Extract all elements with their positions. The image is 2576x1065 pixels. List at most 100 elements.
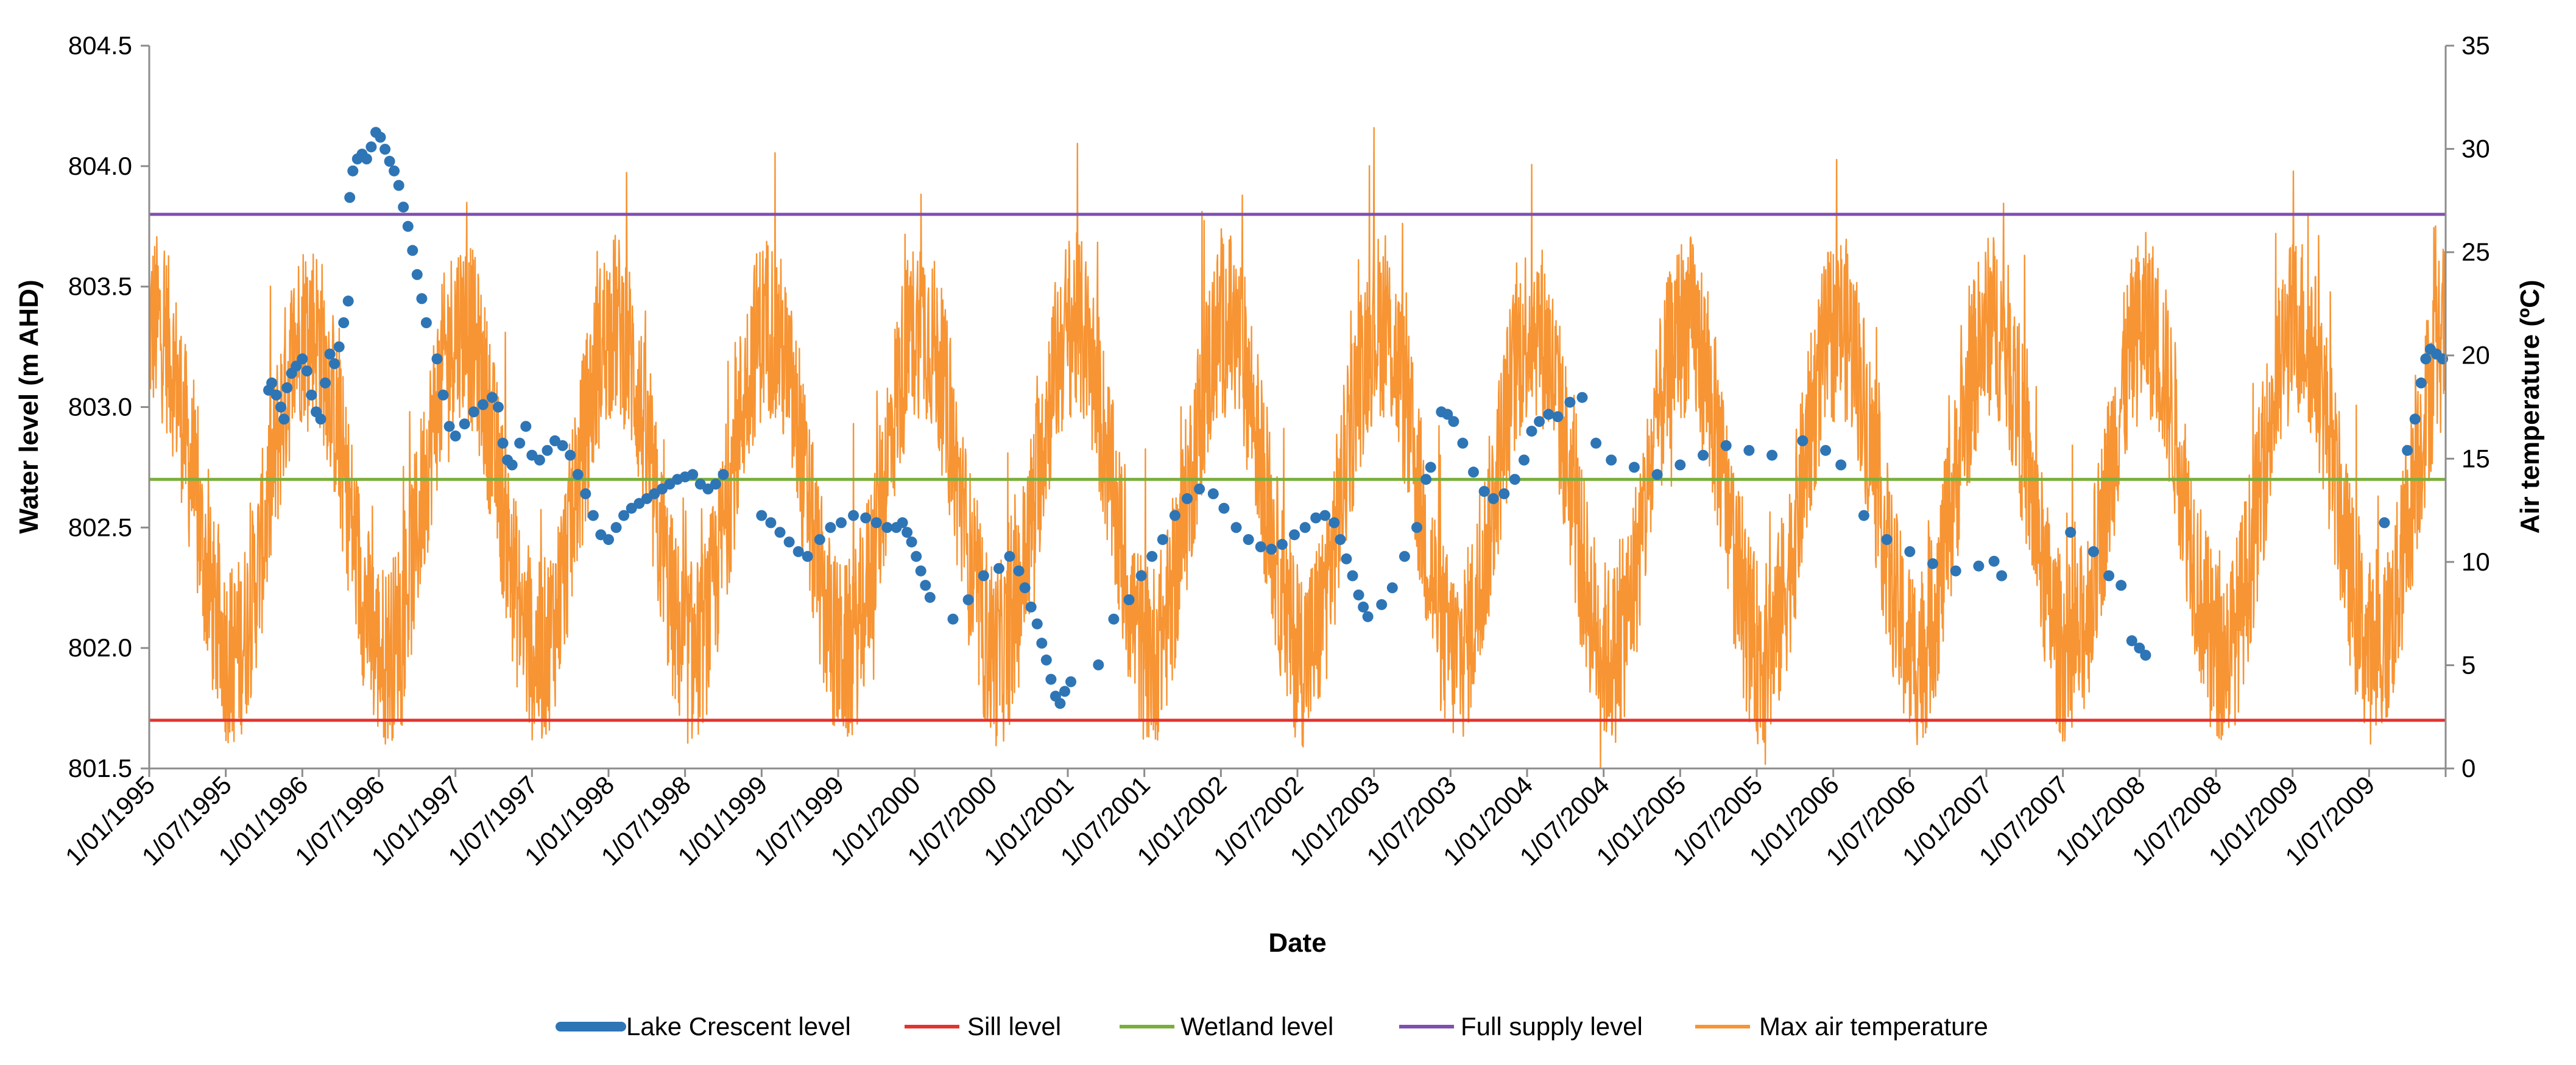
lake-level-point <box>814 534 825 546</box>
lake-level-point <box>493 401 504 413</box>
lake-level-point <box>610 522 622 533</box>
lake-level-point <box>2415 377 2427 388</box>
y-right-tick-label: 30 <box>2461 135 2490 163</box>
lake-level-point <box>1576 392 1588 403</box>
lake-level-point <box>710 479 721 490</box>
lake-level-point <box>1797 435 1808 446</box>
legend-item-full-supply-level: Full supply level <box>1399 1012 1643 1041</box>
lake-level-point <box>2134 642 2145 654</box>
y-right-tick-label: 15 <box>2461 444 2490 473</box>
lake-level-point <box>1341 553 1352 564</box>
lake-level-point <box>278 413 290 425</box>
lake-level-point <box>906 536 917 548</box>
lake-level-point <box>1335 534 1346 546</box>
lake-level-point <box>1276 539 1288 550</box>
lake-level-point <box>1674 459 1686 471</box>
legend-label-lake-crescent-level: Lake Crescent level <box>626 1012 851 1041</box>
lake-level-point <box>1013 565 1025 577</box>
lake-level-point <box>1054 698 1066 709</box>
lake-level-point <box>361 153 372 164</box>
lake-level-point <box>1045 673 1057 685</box>
lake-level-point <box>1606 454 1617 466</box>
lake-level-point <box>1310 512 1322 524</box>
lake-level-point <box>347 165 359 177</box>
lake-level-point <box>1031 618 1043 630</box>
y-left-tick-label: 802.0 <box>68 633 132 662</box>
y-axis-left-title: Water level (m AHD) <box>14 279 44 533</box>
lake-level-point <box>1628 462 1640 473</box>
lake-level-point <box>1552 411 1564 423</box>
lake-level-point <box>1743 445 1755 456</box>
lake-level-point <box>1004 550 1015 562</box>
lake-level-point <box>718 469 729 480</box>
reference-lines <box>149 213 2446 722</box>
lake-level-point <box>1425 462 1436 473</box>
lake-level-point <box>915 565 926 577</box>
lake-level-point <box>2140 650 2151 661</box>
lake-level-point <box>1881 534 1893 546</box>
y-right-tick-label: 10 <box>2461 547 2490 576</box>
lake-level-point <box>1123 594 1135 605</box>
lake-level-point <box>1927 558 1938 569</box>
lake-level-point <box>870 517 882 529</box>
lake-level-point <box>291 360 302 372</box>
lake-level-point <box>860 512 872 524</box>
lake-level-point <box>1358 601 1369 613</box>
lake-level-point <box>1040 654 1052 666</box>
lake-level-point <box>1019 582 1031 594</box>
lake-level-point <box>1329 517 1340 529</box>
series-lake-crescent-level <box>263 127 2448 709</box>
lake-level-point <box>1353 589 1364 601</box>
lake-level-point <box>411 269 423 280</box>
legend: Lake Crescent level Sill level Wetland l… <box>556 1012 1988 1041</box>
lake-level-point <box>1420 474 1432 485</box>
lake-level-point <box>1411 522 1422 533</box>
lake-level-point <box>1468 466 1479 478</box>
lake-level-point <box>379 144 391 155</box>
lake-level-point <box>920 580 931 591</box>
y-left-tick-label: 803.5 <box>68 272 132 301</box>
lake-level-point <box>344 192 356 203</box>
lake-level-point <box>1157 534 1168 546</box>
lake-level-point <box>881 522 893 533</box>
lake-level-point <box>1036 638 1048 649</box>
lake-level-point <box>836 517 847 529</box>
lake-level-point <box>1299 522 1311 533</box>
lake-level-point <box>342 295 354 307</box>
lake-level-point <box>534 454 545 466</box>
lake-level-point <box>443 421 455 432</box>
lake-level-point <box>1243 534 1254 546</box>
lake-level-point <box>765 517 777 529</box>
lake-level-point <box>1399 550 1410 562</box>
lake-level-point <box>557 440 568 451</box>
lake-level-point <box>978 570 989 582</box>
lake-level-point <box>1289 529 1300 541</box>
lake-level-point <box>338 317 350 328</box>
lake-level-point <box>1255 541 1266 552</box>
lake-level-point <box>2103 570 2115 582</box>
lake-level-point <box>848 510 859 521</box>
lake-level-point <box>687 469 699 480</box>
lake-level-point <box>1230 522 1242 533</box>
lake-level-point <box>365 141 377 153</box>
lake-level-point <box>329 358 341 370</box>
lake-level-point <box>947 613 959 625</box>
y-right-tick-label: 25 <box>2461 237 2490 266</box>
lake-level-point <box>993 563 1004 574</box>
lake-level-point <box>497 437 509 449</box>
lake-level-point <box>301 365 312 377</box>
lake-level-point <box>520 421 532 432</box>
lake-level-point <box>1478 486 1490 497</box>
lake-level-point <box>587 510 599 521</box>
lake-level-point <box>1218 502 1230 514</box>
x-axis-title: Date <box>1268 928 1326 958</box>
lake-level-point <box>487 392 498 403</box>
lake-level-point <box>1988 555 2000 567</box>
lake-level-point <box>1835 459 1847 471</box>
lake-level-point <box>1059 686 1070 697</box>
lake-level-point <box>437 389 449 401</box>
lake-level-point <box>1564 396 1576 408</box>
lake-level-point <box>266 377 278 388</box>
lake-level-point <box>333 341 345 353</box>
lake-level-point <box>1207 488 1219 499</box>
